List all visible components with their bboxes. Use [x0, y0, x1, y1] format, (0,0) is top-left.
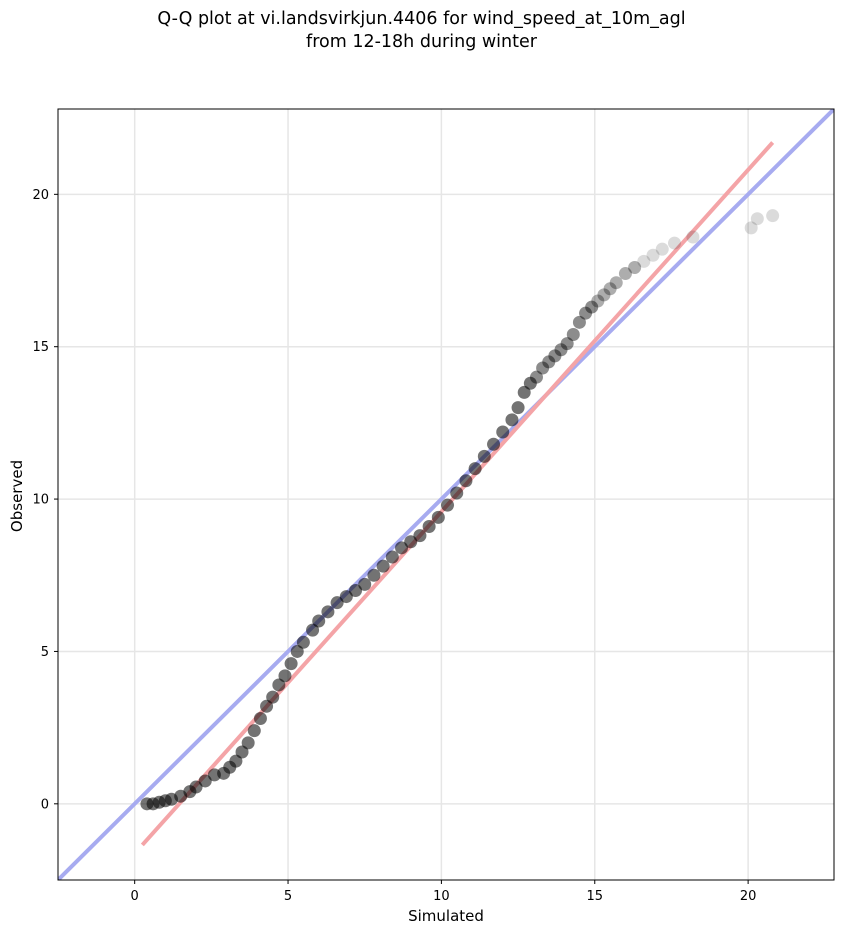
x-tick-label: 0	[131, 889, 139, 904]
qq-point	[517, 385, 531, 399]
identity-line	[58, 109, 834, 880]
qq-point	[290, 644, 304, 658]
qq-point	[505, 413, 519, 427]
y-tick-label: 15	[32, 340, 49, 355]
qq-point	[511, 401, 525, 415]
qq-point	[278, 669, 292, 683]
qq-point	[459, 474, 473, 488]
y-tick-label: 10	[32, 493, 49, 508]
grid-lines	[58, 109, 834, 880]
qq-point	[603, 282, 617, 296]
qq-point	[284, 657, 298, 671]
y-tick-label: 5	[41, 645, 49, 660]
qq-point	[385, 550, 399, 564]
qq-point	[637, 254, 651, 268]
plot-area	[58, 109, 834, 880]
qq-point	[591, 294, 605, 308]
qq-point	[253, 711, 267, 725]
qq-point	[229, 754, 243, 768]
qq-point	[750, 212, 764, 226]
qq-point	[260, 699, 274, 713]
x-tick-label: 20	[740, 889, 757, 904]
qq-point	[247, 724, 261, 738]
y-tick-label: 20	[32, 188, 49, 203]
qq-point	[272, 678, 286, 692]
qq-point	[609, 276, 623, 290]
qq-point	[579, 306, 593, 320]
qq-point	[585, 300, 599, 314]
qq-point	[413, 529, 427, 543]
qq-point	[554, 343, 568, 357]
qq-point	[235, 745, 249, 759]
qq-point	[542, 355, 556, 369]
qq-point	[321, 605, 335, 619]
qq-point	[686, 230, 700, 244]
qq-point	[367, 568, 381, 582]
qq-point	[376, 559, 390, 573]
x-tick-label: 5	[284, 889, 292, 904]
qq-point	[597, 288, 611, 302]
qq-point	[189, 780, 203, 794]
qq-point	[523, 376, 537, 390]
qq-point	[441, 498, 455, 512]
qq-point	[468, 462, 482, 476]
qq-point	[536, 361, 550, 375]
qq-point	[496, 425, 510, 439]
x-tick-label: 15	[586, 889, 603, 904]
qq-point	[339, 590, 353, 604]
qq-point	[646, 248, 660, 262]
qq-point	[296, 635, 310, 649]
qq-point	[655, 242, 669, 256]
chart-subtitle: from 12-18h during winter	[306, 32, 537, 52]
qq-point	[529, 370, 543, 384]
qq-point	[422, 519, 436, 533]
qq-point	[198, 774, 212, 788]
qq-point	[628, 260, 642, 274]
qq-point	[560, 337, 574, 351]
qq-point	[618, 267, 632, 281]
y-tick-label: 0	[41, 797, 49, 812]
qq-point	[548, 349, 562, 363]
y-axis-label: Observed	[8, 460, 26, 532]
qq-point	[766, 209, 780, 223]
qq-point	[349, 583, 363, 597]
qq-point	[241, 736, 255, 750]
qq-point	[266, 690, 280, 704]
qq-point	[477, 449, 491, 463]
qq-point	[312, 614, 326, 628]
qq-point	[566, 328, 580, 342]
plot-frame	[57, 108, 835, 881]
x-tick-label: 10	[433, 889, 450, 904]
qq-point	[487, 437, 501, 451]
qq-point	[572, 315, 586, 329]
qq-point	[431, 510, 445, 524]
qq-point	[450, 486, 464, 500]
qq-point	[306, 623, 320, 637]
qq-point	[395, 541, 409, 555]
chart-title: Q-Q plot at vi.landsvirkjun.4406 for win…	[157, 9, 686, 29]
qq-point	[744, 221, 758, 235]
qq-point	[404, 535, 418, 549]
qq-point	[668, 236, 682, 250]
qq-point	[330, 596, 344, 610]
qq-point	[358, 577, 372, 591]
axes: 0 5 10 15 20 0 5 10 15 20	[32, 188, 756, 904]
x-axis-label: Simulated	[408, 907, 484, 925]
